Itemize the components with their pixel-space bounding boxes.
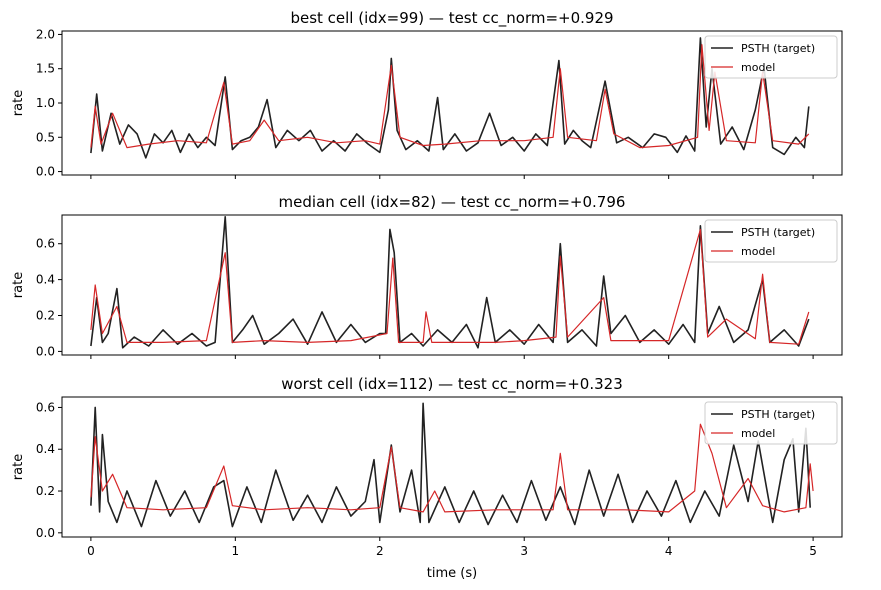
- x-tick-label: 0: [87, 544, 95, 558]
- y-tick-label: 0.6: [36, 400, 55, 414]
- x-tick-label: 3: [520, 544, 528, 558]
- y-tick-label: 0.0: [36, 165, 55, 179]
- axes-frame: [61, 396, 843, 538]
- panel-2: median cell (idx=82) — test cc_norm=+0.7…: [11, 193, 843, 359]
- y-tick-label: 0.6: [36, 237, 55, 251]
- legend-label: PSTH (target): [741, 408, 815, 421]
- y-tick-label: 0.0: [36, 344, 55, 358]
- x-tick-label: 1: [232, 544, 240, 558]
- x-tick-label: 5: [809, 544, 817, 558]
- legend-box: [704, 219, 838, 263]
- legend-label: PSTH (target): [741, 42, 815, 55]
- legend-label: model: [741, 245, 775, 258]
- x-tick-label: 2: [376, 544, 384, 558]
- series-line-model: [90, 228, 810, 345]
- y-tick-label: 0.4: [36, 442, 55, 456]
- y-axis-label: rate: [11, 90, 26, 116]
- y-tick-label: 0.4: [36, 273, 55, 287]
- panel-3: worst cell (idx=112) — test cc_norm=+0.3…: [11, 375, 843, 558]
- series-line-model: [90, 44, 810, 149]
- series-line-target: [90, 402, 811, 528]
- legend-label: model: [741, 427, 775, 440]
- axes-frame: [61, 30, 843, 176]
- x-tick-label: 4: [665, 544, 673, 558]
- y-tick-label: 0.0: [36, 526, 55, 540]
- panel-1: best cell (idx=99) — test cc_norm=+0.929…: [11, 9, 843, 179]
- y-tick-label: 2.0: [36, 27, 55, 41]
- x-axis-label: time (s): [427, 566, 477, 581]
- series-line-target: [90, 37, 810, 159]
- panel-title: worst cell (idx=112) — test cc_norm=+0.3…: [281, 375, 623, 394]
- legend: PSTH (target) model: [704, 219, 838, 263]
- axes-frame: [61, 214, 843, 356]
- legend-label: PSTH (target): [741, 226, 815, 239]
- y-axis-label: rate: [11, 272, 26, 298]
- panel-title: best cell (idx=99) — test cc_norm=+0.929: [290, 9, 613, 28]
- series-line-model: [90, 423, 814, 513]
- legend-box: [704, 35, 838, 79]
- panel-title: median cell (idx=82) — test cc_norm=+0.7…: [279, 193, 626, 212]
- y-axis-label: rate: [11, 454, 26, 480]
- legend: PSTH (target) model: [704, 35, 838, 79]
- legend-label: model: [741, 61, 775, 74]
- y-tick-label: 1.0: [36, 96, 55, 110]
- legend: PSTH (target) model: [704, 401, 838, 445]
- y-tick-label: 0.2: [36, 484, 55, 498]
- y-tick-label: 0.2: [36, 309, 55, 323]
- y-tick-label: 1.5: [36, 62, 55, 76]
- legend-box: [704, 401, 838, 445]
- y-tick-label: 0.5: [36, 130, 55, 144]
